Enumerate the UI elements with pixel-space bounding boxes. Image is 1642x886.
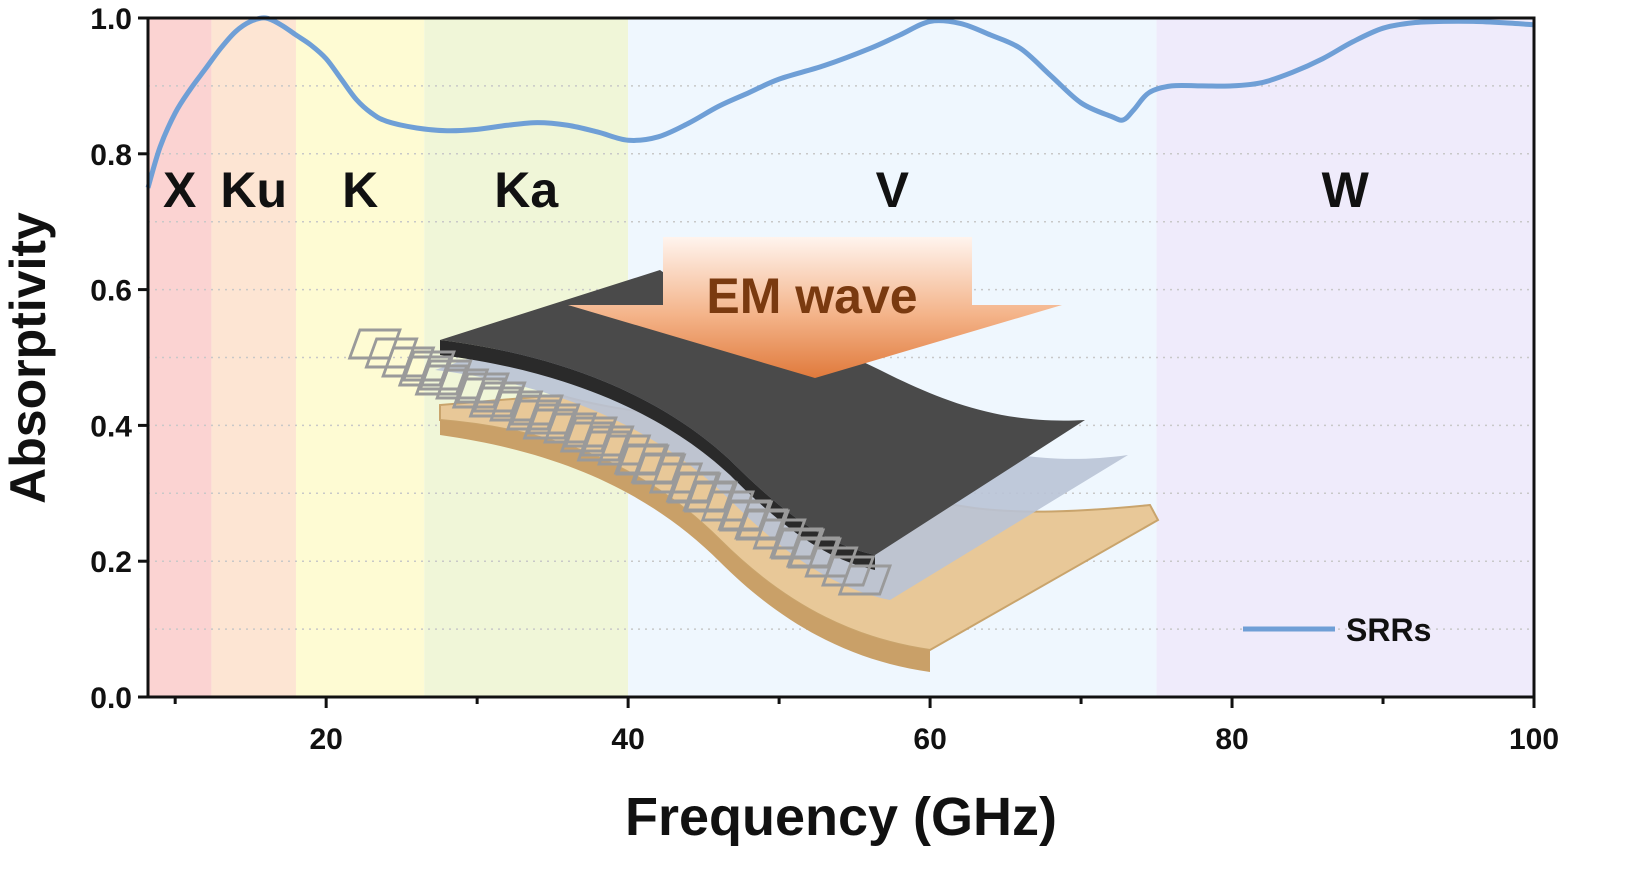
y-tick-label: 0.6	[90, 275, 132, 308]
y-tick-label: 0.0	[90, 682, 132, 715]
y-tick-label: 0.8	[90, 139, 132, 172]
x-tick-label: 40	[611, 723, 644, 756]
band-label-k: K	[342, 162, 378, 218]
band-label-w: W	[1322, 162, 1370, 218]
srr-cell	[837, 564, 893, 596]
x-tick-label: 20	[309, 723, 342, 756]
srr-cell	[682, 480, 737, 512]
band-label-x: X	[163, 162, 196, 218]
x-tick-label: 60	[913, 723, 946, 756]
series-layer	[145, 15, 1535, 189]
plot-frame	[146, 16, 1536, 699]
y-tick-label: 0.4	[90, 410, 132, 443]
em-wave-label: EM wave	[706, 268, 917, 324]
srr-cell	[734, 508, 789, 540]
srr-cell	[630, 452, 685, 484]
legend: SRRs	[1243, 612, 1431, 648]
y-tick-label: 1.0	[90, 3, 132, 36]
x-tick-label: 80	[1215, 723, 1248, 756]
band-label-ku: Ku	[220, 162, 287, 218]
axes: 0.0 0.2 0.4 0.6 0.8 1.0 20 40 60 80 100	[90, 3, 1559, 756]
band-x	[148, 18, 212, 697]
absorber-illustration: EM wave	[347, 237, 1160, 672]
srr-cell	[522, 408, 577, 440]
srr-cell	[576, 430, 631, 462]
x-tick-label: 100	[1509, 723, 1559, 756]
y-axis-title: Absorptivity	[0, 212, 56, 504]
srr-cell	[785, 536, 841, 568]
band-labels: X Ku K Ka V W	[163, 162, 1370, 218]
band-label-v: V	[876, 162, 910, 218]
band-label-ka: Ka	[494, 162, 559, 218]
srr-cell	[468, 386, 523, 418]
srr-cells	[347, 328, 893, 596]
y-tick-label: 0.2	[90, 546, 132, 579]
em-wave-arrow	[568, 237, 1062, 378]
x-axis-title: Frequency (GHz)	[625, 787, 1057, 847]
substrate-edge	[440, 420, 930, 672]
srr-pattern-layer	[440, 270, 1085, 555]
legend-label-srrs: SRRs	[1346, 612, 1431, 648]
series-line-srrs	[145, 15, 1535, 189]
srr-cell	[414, 364, 469, 396]
